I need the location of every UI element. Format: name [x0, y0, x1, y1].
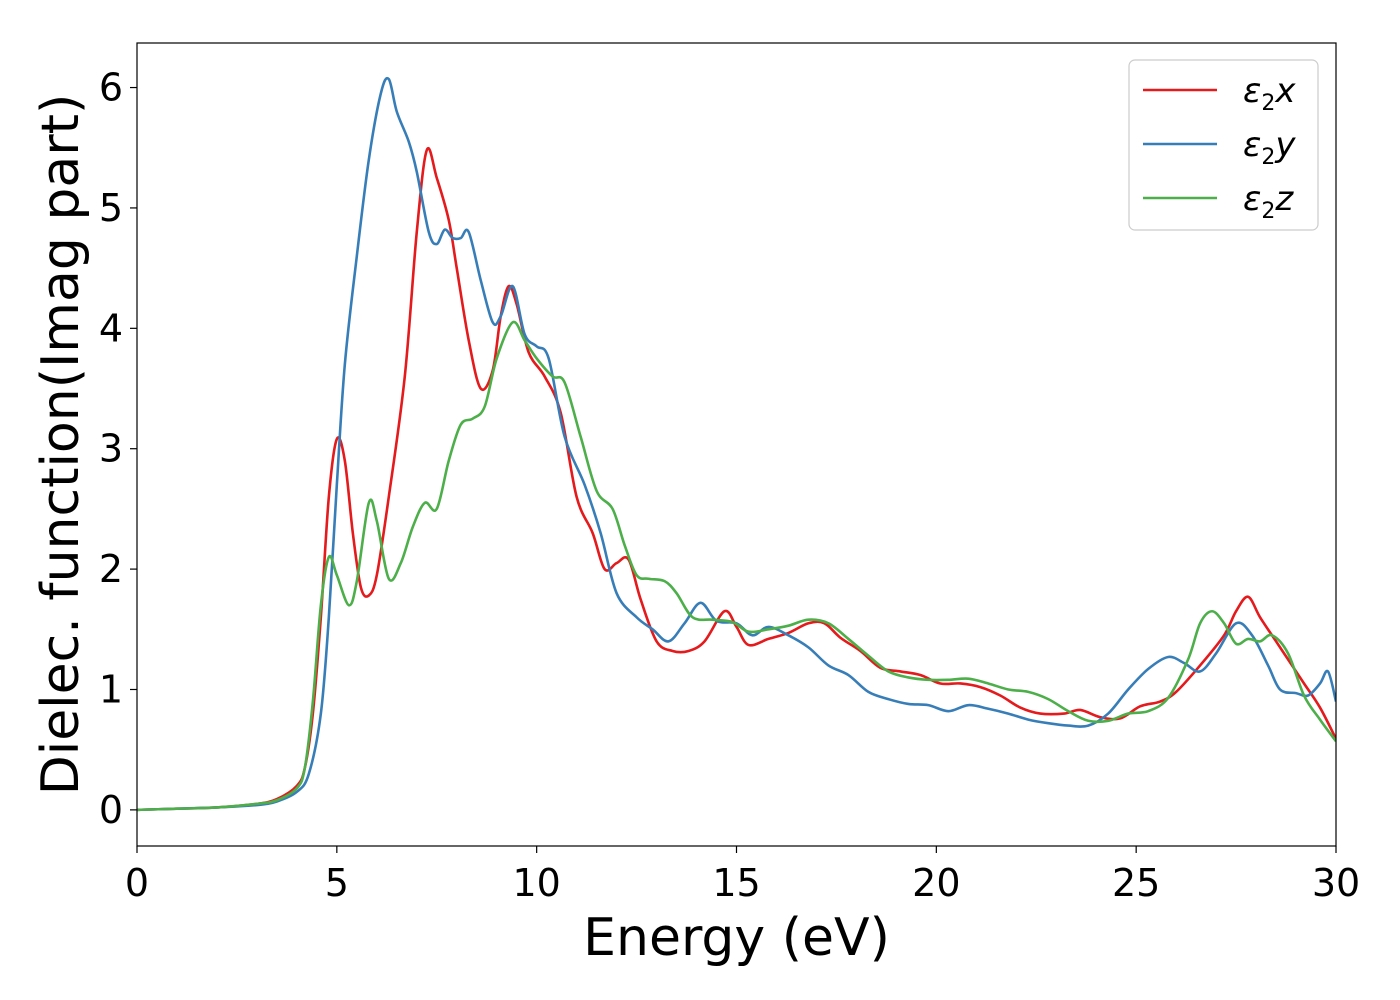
series-line-z: [137, 320, 1336, 812]
y-axis-ticks: 0 1 2 3 4 5 6: [99, 66, 137, 832]
series-line-y: [137, 76, 1336, 812]
x-tick-label: 25: [1112, 861, 1160, 905]
y-tick-label: 1: [99, 667, 123, 711]
legend-label-z: ε2z: [1243, 179, 1294, 224]
y-tick-label: 6: [99, 66, 123, 110]
x-tick-label: 0: [125, 861, 149, 905]
legend-box: [1128, 59, 1319, 231]
legend: ε2x ε2y ε2z: [1128, 59, 1319, 231]
x-tick-label: 15: [712, 861, 760, 905]
x-tick-label: 20: [912, 861, 960, 905]
legend-label-x: ε2x: [1243, 71, 1296, 116]
legend-label-y: ε2y: [1243, 125, 1296, 170]
x-axis-ticks: 0 5 10 15 20 25 30: [125, 846, 1360, 905]
x-tick-label: 10: [512, 861, 560, 905]
y-tick-label: 0: [99, 788, 123, 832]
y-tick-label: 2: [99, 547, 123, 591]
y-axis-label: Dielec. function(Imag part): [31, 94, 91, 796]
series-line-x: [137, 146, 1336, 812]
y-tick-label: 3: [99, 427, 123, 471]
y-tick-label: 5: [99, 186, 123, 230]
x-axis-label: Energy (eV): [583, 908, 890, 968]
x-tick-label: 30: [1312, 861, 1360, 905]
x-tick-label: 5: [325, 861, 349, 905]
y-tick-label: 4: [99, 306, 123, 350]
